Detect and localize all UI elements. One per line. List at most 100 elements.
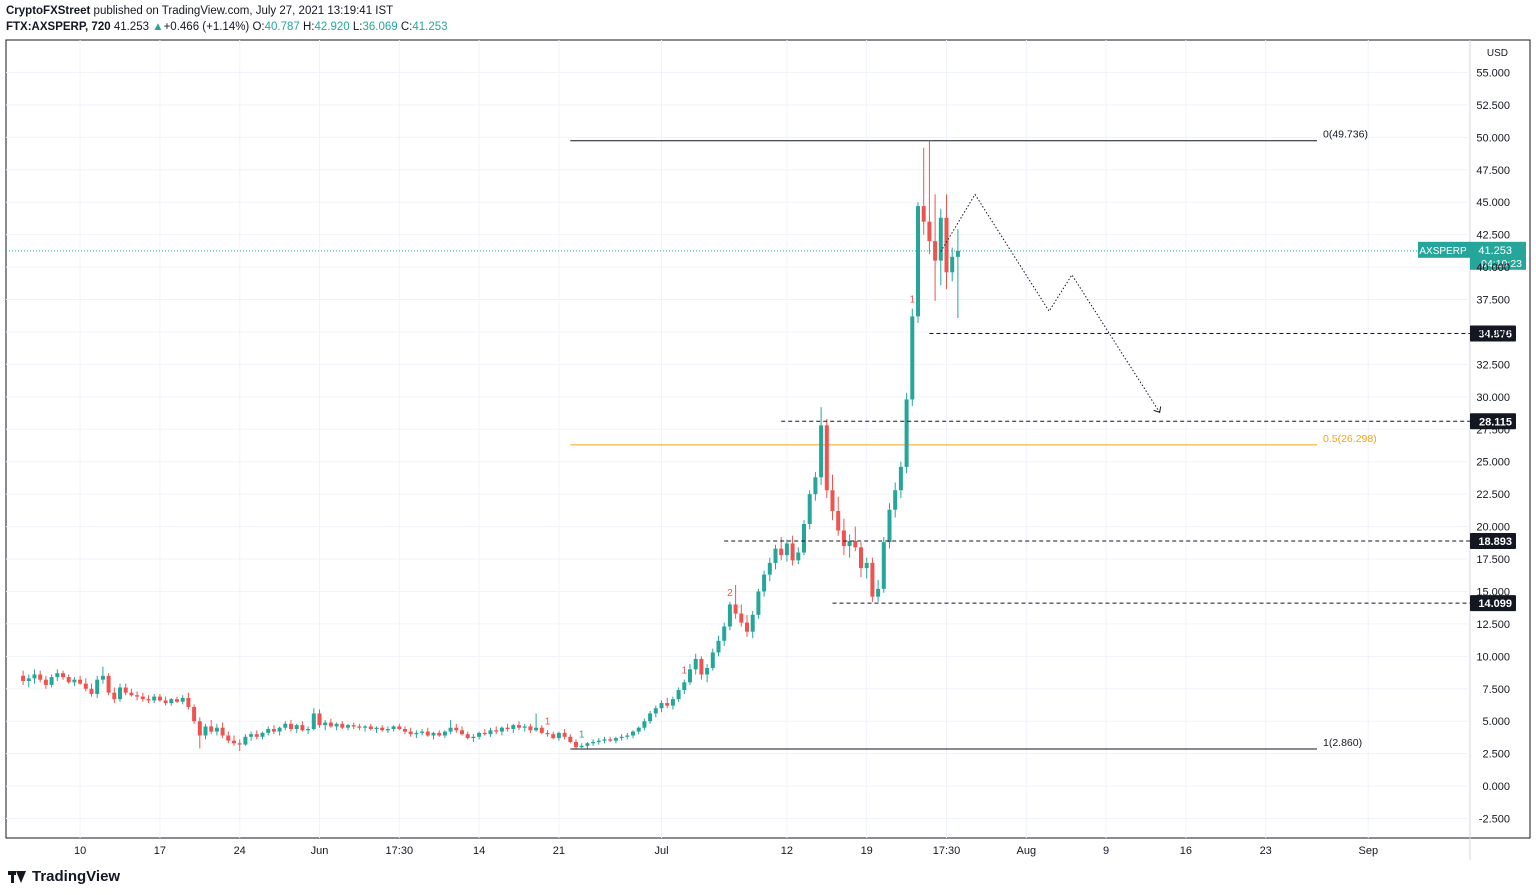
candle-body[interactable] [351, 725, 356, 727]
candle-body[interactable] [323, 722, 328, 726]
candle-body[interactable] [591, 741, 596, 744]
candle-body[interactable] [157, 696, 162, 701]
candle-body[interactable] [340, 723, 345, 728]
candle-body[interactable] [38, 674, 43, 680]
candle-body[interactable] [682, 682, 687, 691]
candle-body[interactable] [431, 732, 436, 736]
candle-body[interactable] [522, 726, 527, 728]
candle-body[interactable] [773, 548, 778, 563]
candle-body[interactable] [135, 695, 140, 697]
candle-body[interactable] [266, 729, 271, 733]
candle-body[interactable] [306, 729, 311, 731]
candle-body[interactable] [716, 640, 721, 653]
candle-body[interactable] [796, 552, 801, 561]
candle-body[interactable] [648, 713, 653, 722]
candle-body[interactable] [72, 679, 77, 683]
candle-body[interactable] [249, 734, 254, 737]
candle-body[interactable] [876, 588, 881, 597]
candle-body[interactable] [209, 726, 214, 732]
candle-body[interactable] [169, 699, 174, 704]
candle-body[interactable] [328, 722, 333, 727]
candle-body[interactable] [152, 696, 157, 701]
candle-body[interactable] [140, 696, 145, 700]
candle-body[interactable] [192, 706, 197, 722]
candle-body[interactable] [220, 727, 225, 736]
candle-body[interactable] [693, 658, 698, 670]
candle-body[interactable] [368, 726, 373, 730]
candle-body[interactable] [21, 675, 26, 681]
candle-body[interactable] [528, 726, 533, 731]
candle-body[interactable] [619, 736, 624, 739]
candle-body[interactable] [727, 604, 732, 627]
candle-body[interactable] [357, 726, 362, 728]
candle-body[interactable] [374, 727, 379, 730]
candle-body[interactable] [482, 732, 487, 735]
candle-body[interactable] [442, 731, 447, 736]
candle-body[interactable] [146, 699, 151, 701]
candle-body[interactable] [613, 738, 618, 741]
horizontal-levels[interactable]: 34.876 28.115 18.893 14.099 AXSPERP 41.25304:… [724, 241, 1526, 612]
candle-body[interactable] [699, 658, 704, 675]
candle-body[interactable] [477, 732, 482, 737]
candle-body[interactable] [106, 675, 111, 693]
candle-body[interactable] [271, 729, 276, 732]
candle-body[interactable] [175, 699, 179, 702]
candle-body[interactable] [425, 731, 430, 736]
candle-body[interactable] [670, 699, 675, 706]
candle-body[interactable] [688, 669, 692, 683]
candle-body[interactable] [112, 692, 117, 700]
candle-body[interactable] [659, 703, 664, 709]
candle-body[interactable] [95, 679, 100, 694]
candle-body[interactable] [385, 729, 390, 731]
candle-body[interactable] [437, 732, 442, 736]
candle-body[interactable] [334, 723, 339, 727]
candle-body[interactable] [163, 700, 168, 704]
candle-body[interactable] [938, 217, 943, 261]
candle-body[interactable] [750, 614, 755, 632]
candle-body[interactable] [705, 668, 710, 675]
candle-body[interactable] [779, 548, 784, 556]
candle-body[interactable] [55, 673, 60, 678]
candle-body[interactable] [556, 732, 561, 739]
candle-body[interactable] [254, 734, 259, 737]
candle-body[interactable] [203, 726, 208, 736]
candle-body[interactable] [824, 425, 829, 491]
candle-body[interactable] [488, 730, 493, 735]
candle-body[interactable] [414, 732, 419, 735]
candle-body[interactable] [32, 674, 37, 679]
candle-body[interactable] [260, 732, 265, 737]
candle-body[interactable] [933, 241, 938, 261]
candle-body[interactable] [881, 542, 886, 589]
candle-body[interactable] [665, 703, 670, 706]
candle-body[interactable] [26, 678, 31, 681]
candle-body[interactable] [129, 692, 134, 696]
candle-body[interactable] [237, 743, 242, 745]
candle-body[interactable] [43, 679, 48, 685]
candle-body[interactable] [311, 713, 316, 730]
projection-polyline[interactable] [940, 193, 1161, 413]
candle-body[interactable] [893, 490, 898, 510]
candle-body[interactable] [214, 727, 219, 732]
candle-body[interactable] [460, 730, 464, 735]
candle-body[interactable] [397, 726, 402, 730]
candle-body[interactable] [243, 736, 248, 745]
candle-body[interactable] [551, 734, 556, 739]
candle-body[interactable] [819, 425, 824, 478]
candle-body[interactable] [505, 727, 510, 730]
candle-body[interactable] [317, 713, 322, 726]
candle-body[interactable] [596, 740, 601, 742]
candle-body[interactable] [870, 562, 875, 597]
candle-body[interactable] [197, 721, 202, 736]
candle-body[interactable] [448, 727, 453, 732]
candle-body[interactable] [653, 708, 658, 714]
candle-body[interactable] [499, 727, 504, 732]
candle-body[interactable] [916, 206, 920, 317]
candle-body[interactable] [921, 206, 926, 222]
candle-body[interactable] [745, 622, 749, 632]
candle-body[interactable] [61, 673, 65, 678]
candle-body[interactable] [420, 731, 425, 733]
candle-body[interactable] [517, 725, 521, 728]
candle-body[interactable] [927, 221, 932, 242]
candle-body[interactable] [585, 743, 590, 746]
candle-body[interactable] [78, 679, 83, 684]
